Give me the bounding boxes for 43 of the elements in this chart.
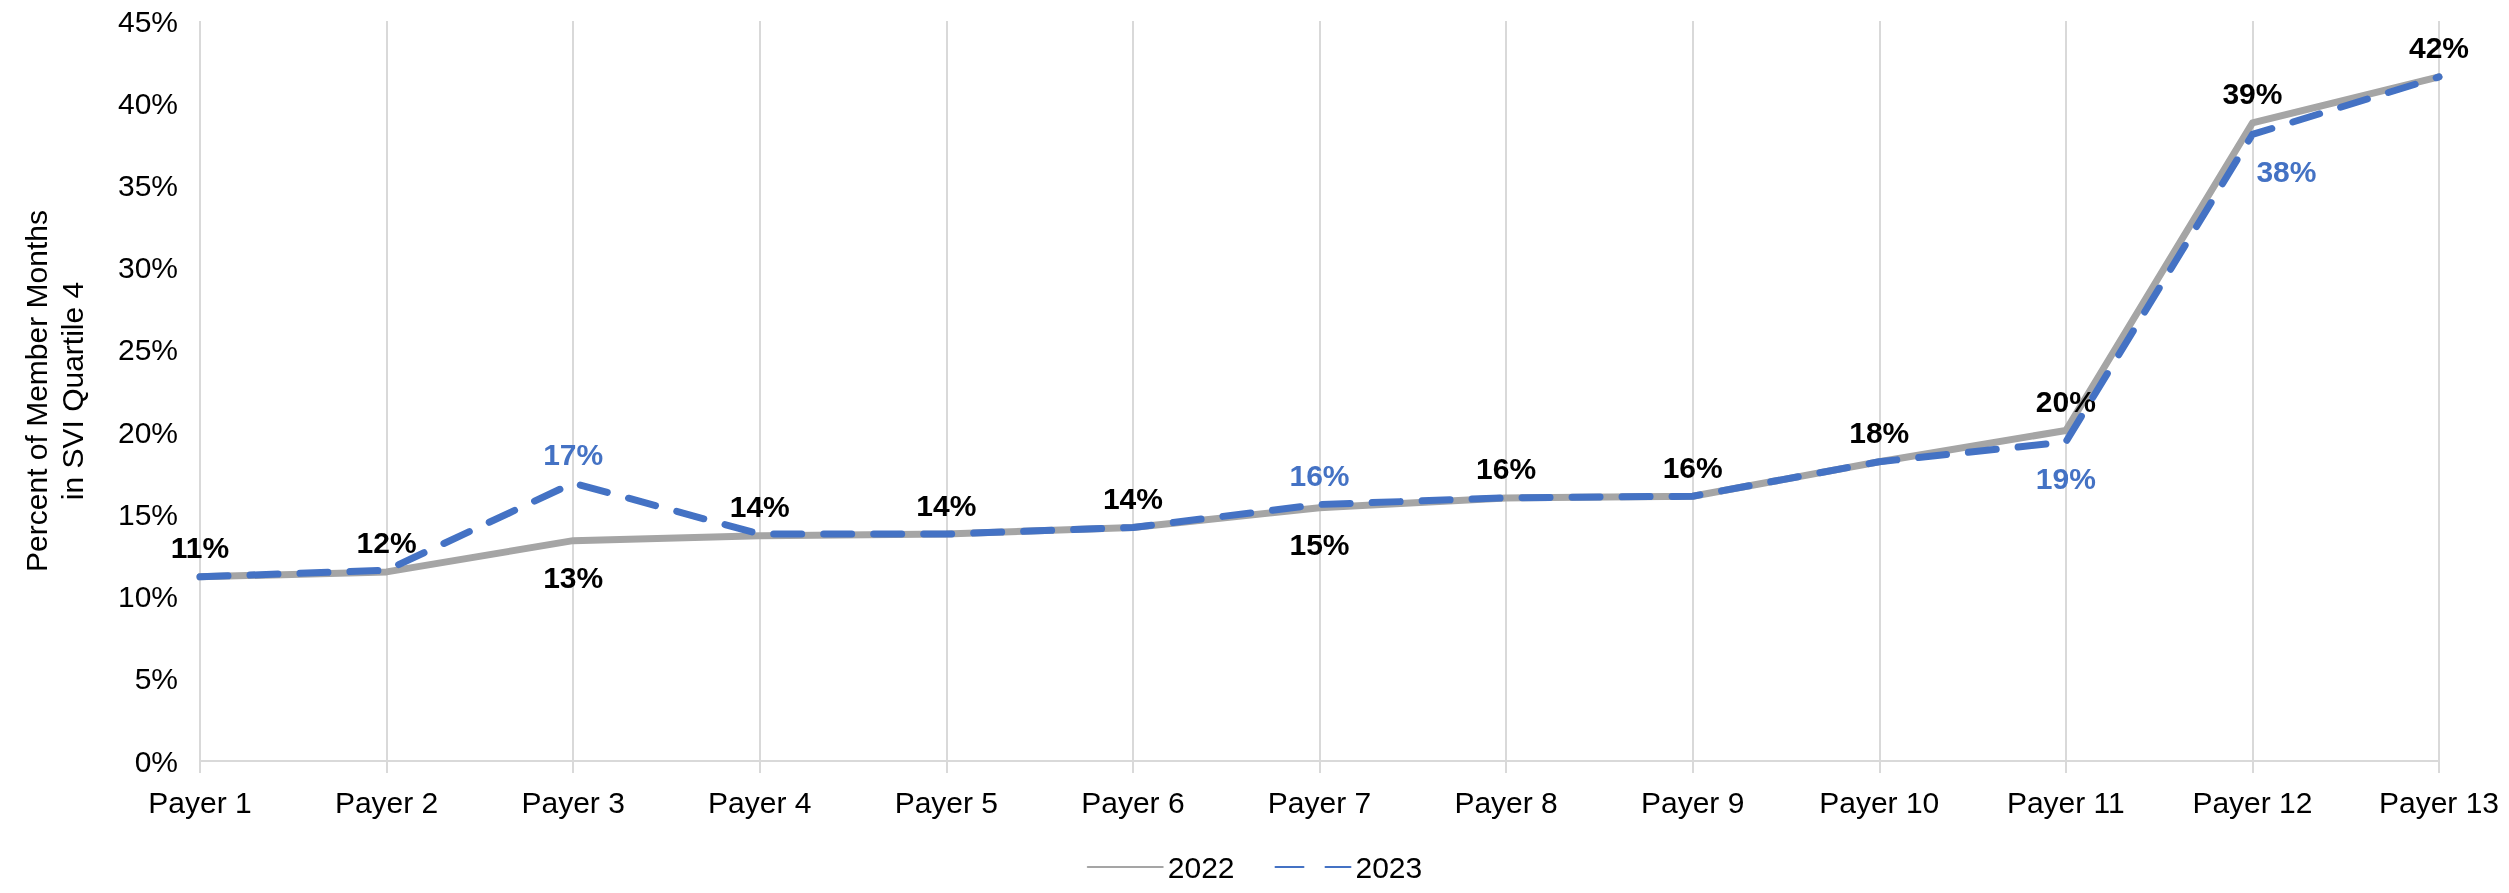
data-label: 16% (1476, 452, 1537, 486)
data-label: 38% (2256, 154, 2317, 188)
data-label: 16% (1289, 458, 1350, 492)
x-tick-label: Payer 1 (148, 785, 252, 819)
data-label: 13% (543, 561, 604, 595)
y-tick-label: 30% (117, 251, 178, 285)
y-tick-label: 10% (117, 580, 178, 614)
x-tick-label: Payer 5 (894, 785, 999, 819)
legend-label: 2022 (1167, 850, 1235, 884)
y-axis-title: Percent of Member Months in SVI Quartile 4 (19, 210, 89, 572)
data-label: 16% (1662, 450, 1723, 484)
x-tick-label: Payer 13 (2378, 785, 2500, 819)
x-tick-label: Payer 8 (1454, 785, 1558, 819)
data-label: 14% (916, 488, 977, 522)
y-tick-label: 0% (134, 744, 178, 778)
data-label: 19% (2035, 462, 2096, 496)
data-label: 14% (1102, 481, 1163, 515)
x-tick-label: Payer 7 (1267, 785, 1372, 819)
data-label: 14% (729, 490, 790, 524)
x-tick-label: Payer 6 (1081, 785, 1185, 819)
x-tick-label: Payer 3 (521, 785, 625, 819)
x-tick-label: Payer 4 (708, 785, 812, 819)
y-tick-label: 45% (117, 4, 178, 38)
y-tick-label: 25% (117, 333, 178, 367)
y-tick-label: 35% (117, 168, 178, 202)
y-tick-label: 40% (117, 86, 178, 120)
data-label: 15% (1289, 528, 1350, 562)
y-tick-label: 15% (117, 497, 178, 531)
data-label: 11% (170, 531, 230, 565)
data-label: 39% (2222, 77, 2283, 111)
data-label: 18% (1849, 416, 1910, 450)
y-tick-label: 20% (117, 415, 178, 449)
legend-label: 2023 (1355, 850, 1423, 884)
data-label: 17% (543, 437, 604, 471)
data-label: 42% (2408, 31, 2470, 65)
x-tick-label: Payer 10 (1819, 785, 1940, 819)
x-tick-label: Payer 11 (2006, 785, 2125, 819)
y-tick-label: 5% (134, 662, 178, 696)
x-tick-label: Payer 2 (334, 785, 439, 819)
x-tick-label: Payer 12 (2192, 785, 2313, 819)
data-label: 20% (2035, 384, 2096, 418)
x-tick-label: Payer 9 (1640, 785, 1745, 819)
data-label: 12% (356, 526, 417, 560)
